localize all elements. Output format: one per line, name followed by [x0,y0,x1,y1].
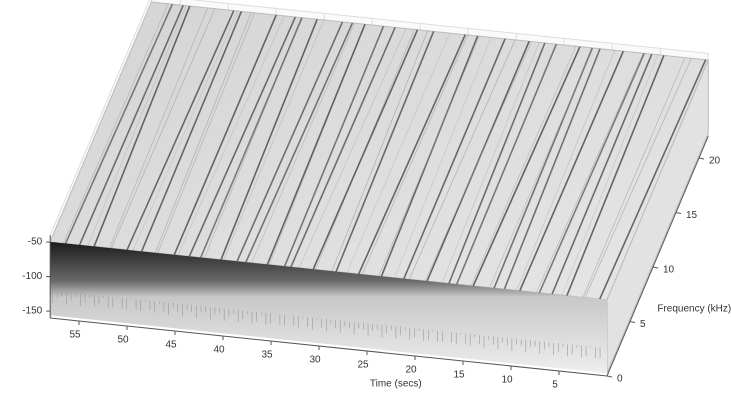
y-tick-label: 15 [686,210,698,221]
ridge [251,23,355,263]
ridge [536,53,644,293]
ridge [220,18,318,260]
z-tick-label: -100 [22,271,42,282]
ridge [283,25,385,267]
ridge [551,53,653,295]
z-tick-label: -50 [28,237,43,248]
ridge [441,42,540,283]
x-tick-label: 35 [261,350,273,361]
ridge [126,10,235,251]
ridge [538,53,645,294]
ridge [157,12,255,254]
y-tick [629,321,636,323]
ridge [394,37,492,278]
ridge [361,34,468,275]
ridge [455,43,558,285]
ridge [177,15,285,256]
ridge [64,3,174,244]
ridge [62,3,169,244]
ridge [93,5,191,247]
ridge [331,30,428,272]
x-tick-label: 45 [165,340,177,351]
ridge [188,16,297,257]
axes: 55 50 45 40 35 30 25 20 15 10 505101520-50-100-150… [22,136,731,391]
x-axis-label: Time (secs) [370,379,422,390]
y-axis-label: Frequency (kHz) [657,303,731,314]
ridge [380,35,479,277]
z-tick-label: -150 [22,306,42,317]
ridge [403,38,506,279]
axis-line [606,136,709,377]
ridge [424,41,532,282]
ridge [236,21,344,262]
ridge [109,7,208,249]
x-tick-label: 30 [309,355,321,366]
ridge [519,50,625,292]
ridge [489,47,594,288]
ridge [582,57,686,298]
x-tick-label: 5 [552,380,558,391]
ridge [154,12,252,253]
ridge [516,50,616,291]
ridge [408,39,516,280]
ridge [584,58,692,298]
x-tick-label: 40 [213,345,225,356]
ridge [199,17,303,258]
ridge [378,36,480,277]
ridge [357,34,466,275]
ridge [266,23,366,265]
surface-front [50,241,607,374]
ridge [290,27,396,268]
surface [49,1,709,374]
ridge [298,28,407,268]
ridge [223,19,325,261]
y-tick-label: 0 [617,374,623,385]
ridge [335,31,435,272]
ridge [78,5,184,246]
ridge [132,10,239,251]
y-tick [675,212,682,214]
x-tick-label: 20 [405,365,417,376]
x-tick-label: 25 [357,360,369,371]
ridge [561,54,659,296]
x-tick-label: 15 [453,370,465,381]
y-tick [652,266,659,269]
ridge [448,42,546,284]
ridge [566,55,665,296]
x-tick-label: 10 [501,375,513,386]
ridge [599,59,707,300]
ridge [140,11,243,252]
ridge [472,46,581,287]
y-tick-label: 5 [640,319,646,330]
y-tick-label: 20 [709,156,721,167]
ridge [173,14,277,256]
ridge [493,47,594,289]
ridge [245,22,354,263]
ridge [111,8,216,249]
y-tick [606,375,613,378]
ridge [346,32,450,273]
ridge [470,46,577,286]
ridge [312,29,419,270]
axis-line [50,317,608,377]
x-tick-label: 50 [117,335,129,346]
x-tick-label: 55 [69,330,81,341]
y-tick [698,157,705,160]
ridge [87,5,187,246]
ridge [503,48,601,290]
y-tick-label: 10 [663,265,675,276]
